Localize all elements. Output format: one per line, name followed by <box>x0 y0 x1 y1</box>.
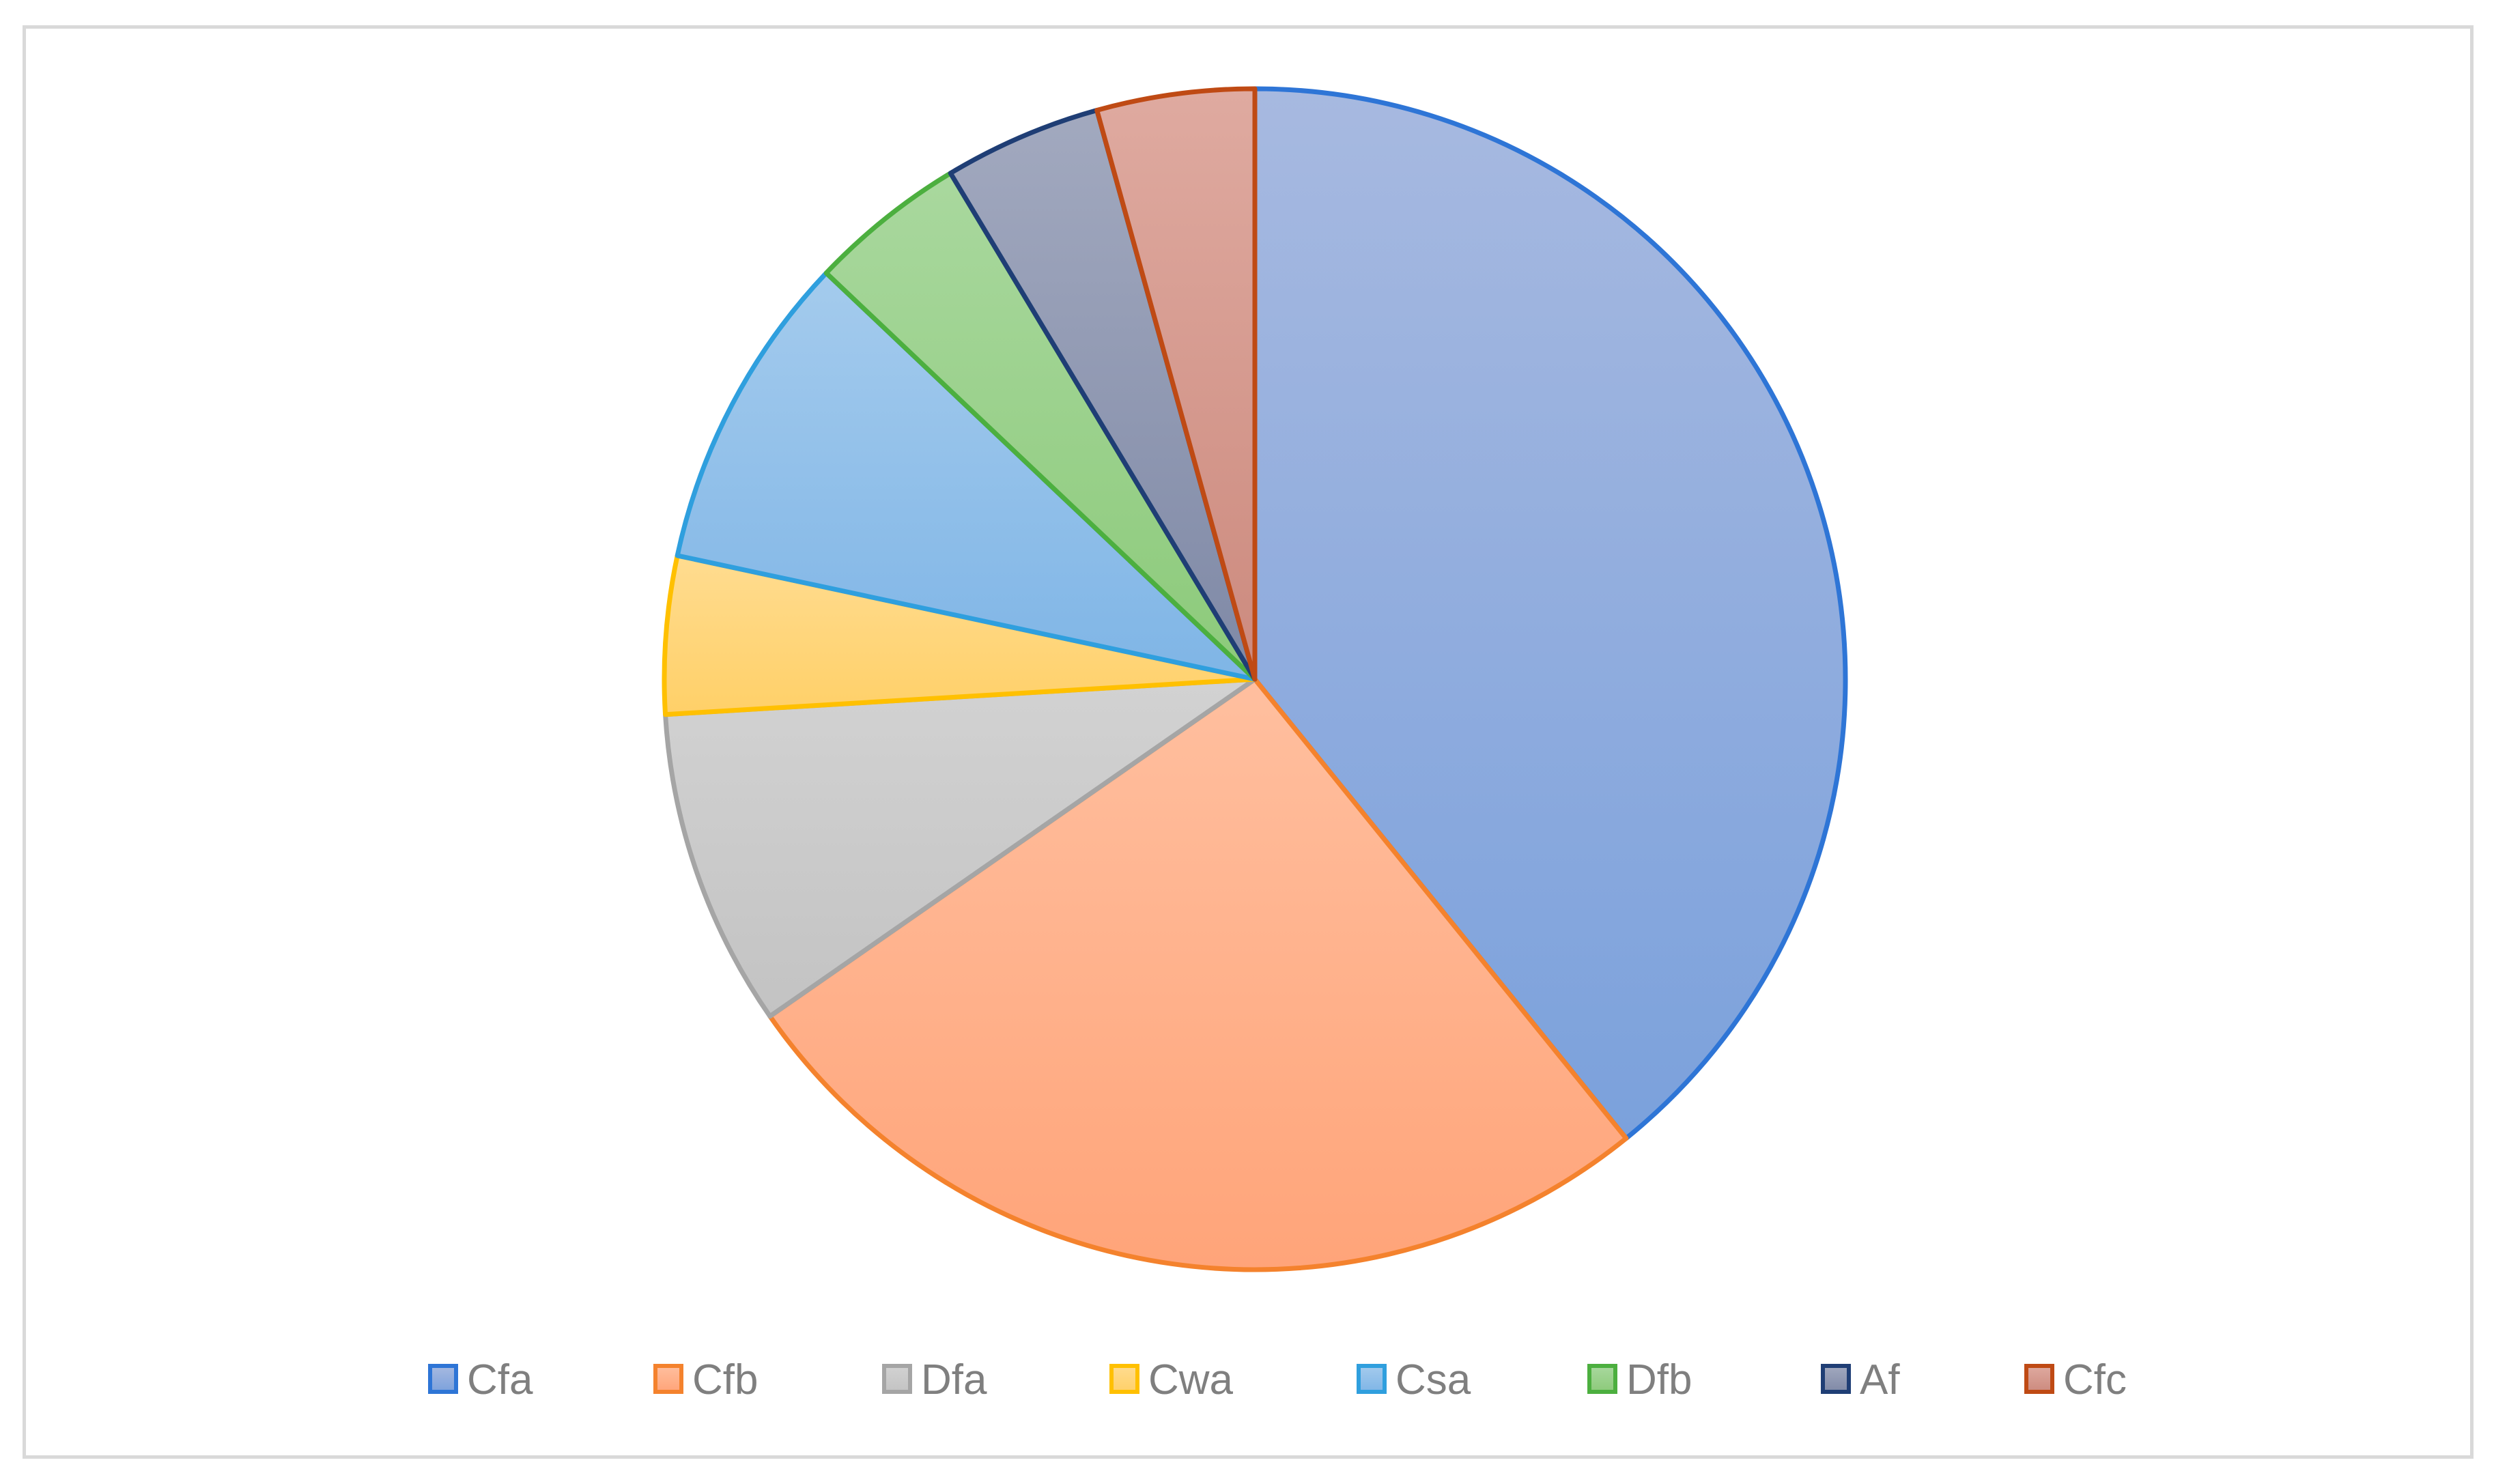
legend-swatch-dfb <box>1587 1364 1617 1394</box>
legend-swatch-af <box>1821 1364 1851 1394</box>
legend-item-cfc: Cfc <box>2024 1356 2127 1403</box>
legend-swatch-cfb <box>653 1364 683 1394</box>
legend-label-cfb: Cfb <box>692 1356 758 1403</box>
slice-csa <box>675 270 1258 682</box>
legend-label-cfa: Cfa <box>467 1356 533 1403</box>
pie-slices <box>662 86 1848 1272</box>
legend-label-dfa: Dfa <box>921 1356 987 1403</box>
legend-label-cwa: Cwa <box>1148 1356 1234 1403</box>
slice-af <box>948 108 1258 682</box>
slice-cfc <box>1094 86 1258 682</box>
slice-cwa <box>662 553 1258 717</box>
legend-swatch-cwa <box>1109 1364 1139 1394</box>
legend-item-af: Af <box>1821 1356 1900 1403</box>
legend-label-dfb: Dfb <box>1626 1356 1692 1403</box>
legend-item-dfa: Dfa <box>882 1356 987 1403</box>
slice-cfa <box>1252 86 1848 1141</box>
legend-item-dfb: Dfb <box>1587 1356 1692 1403</box>
legend-label-csa: Csa <box>1395 1356 1471 1403</box>
legend-label-cfc: Cfc <box>2063 1356 2127 1403</box>
legend-swatch-csa <box>1357 1364 1387 1394</box>
legend-item-cwa: Cwa <box>1109 1356 1234 1403</box>
legend-swatch-dfa <box>882 1364 912 1394</box>
legend-label-af: Af <box>1860 1356 1900 1403</box>
slice-dfb <box>823 171 1258 682</box>
slice-cfb <box>767 676 1629 1272</box>
legend-swatch-cfc <box>2024 1364 2054 1394</box>
legend-swatch-cfa <box>428 1364 458 1394</box>
legend-item-cfb: Cfb <box>653 1356 758 1403</box>
legend-item-cfa: Cfa <box>428 1356 533 1403</box>
legend: Cfa Cfb Dfa Cwa Csa Dfb Af Cfc <box>428 1356 2127 1403</box>
legend-item-csa: Csa <box>1357 1356 1471 1403</box>
slice-dfa <box>663 676 1258 1019</box>
